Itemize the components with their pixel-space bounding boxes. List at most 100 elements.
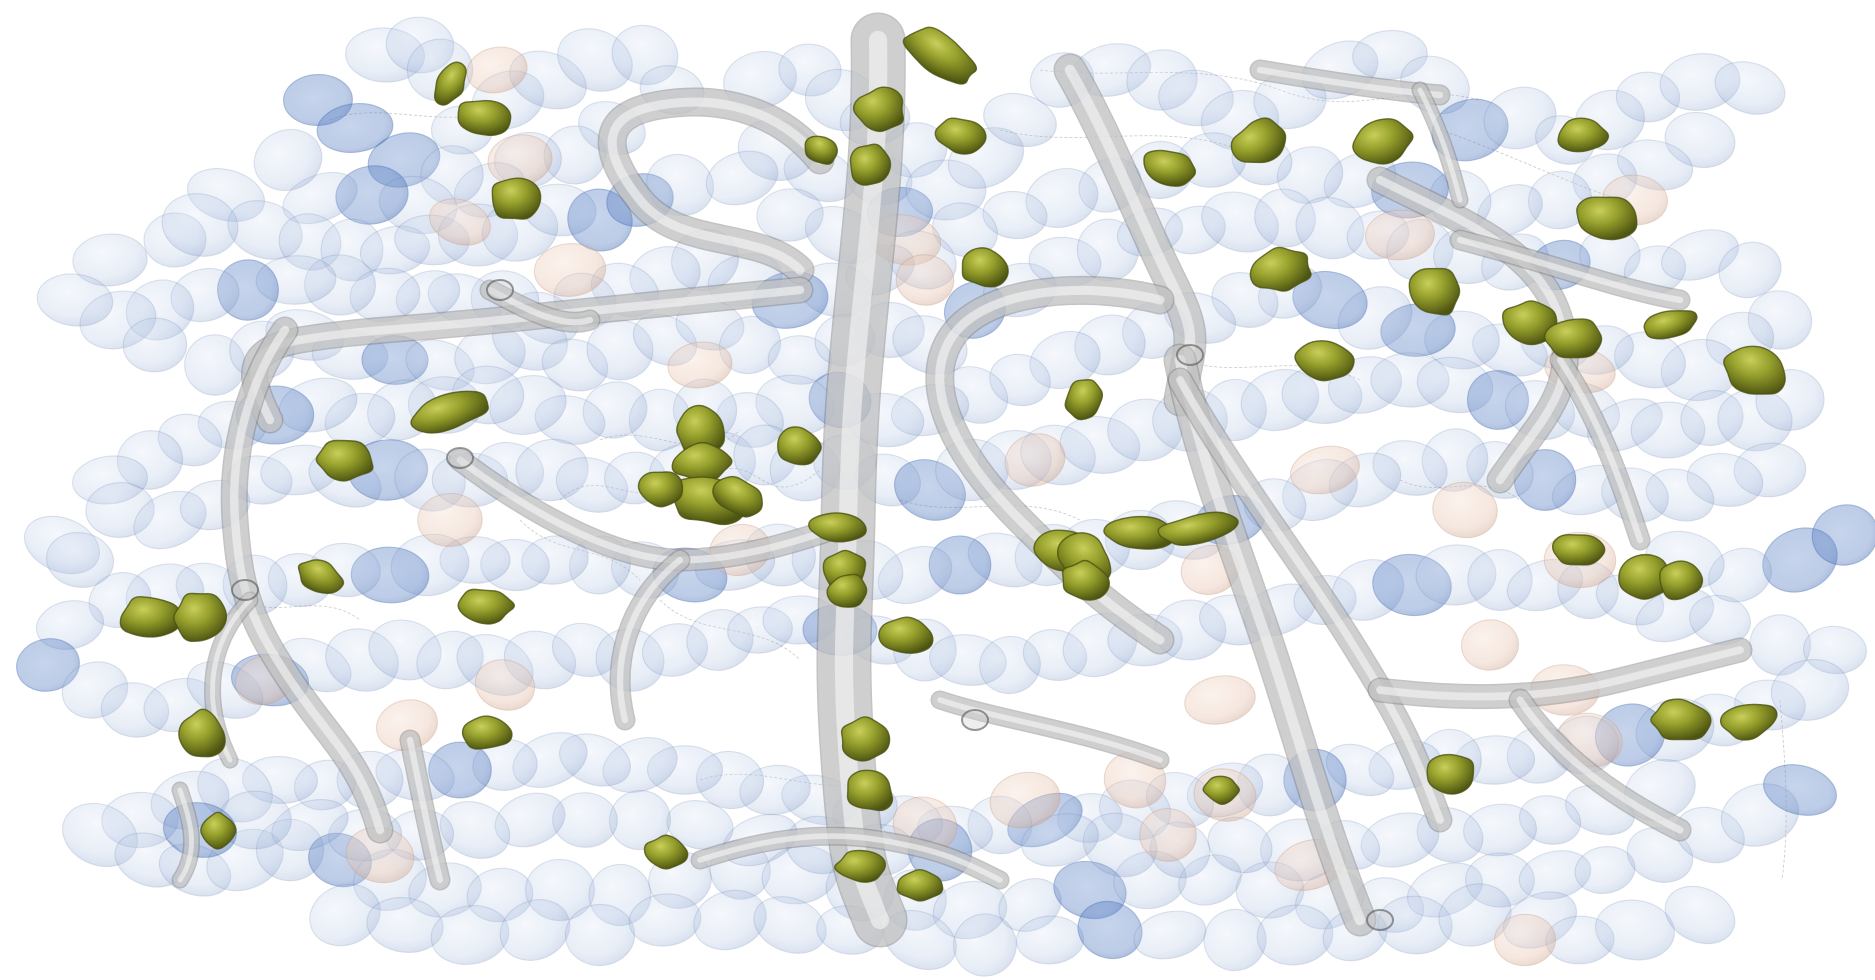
green-bodies-layer [119, 26, 1786, 902]
blue-spheroid [45, 532, 115, 588]
green-body [804, 135, 838, 165]
green-body [1143, 149, 1197, 187]
peach-spheroid [1494, 913, 1556, 967]
peach-spheroid [989, 771, 1061, 829]
blue-spheroid [499, 899, 571, 961]
vessel [1367, 637, 1753, 710]
green-body [961, 247, 1009, 288]
peach-spheroid [429, 198, 491, 246]
blue-spheroid [1133, 910, 1207, 960]
green-body [1352, 118, 1414, 165]
vessel [1163, 343, 1377, 937]
vessel [609, 549, 691, 731]
peach-spheroid [466, 46, 528, 94]
green-body [1719, 703, 1778, 741]
blue-spheroid [983, 93, 1057, 147]
vessel [930, 690, 1170, 770]
blue-spheroid [1664, 885, 1736, 945]
green-body [1103, 515, 1175, 550]
vessel-opening [231, 579, 259, 601]
green-body [834, 849, 887, 883]
peach-spheroid [667, 341, 733, 389]
green-body [902, 26, 978, 85]
blue-spheroid [1207, 816, 1273, 874]
blue-spheroid [309, 883, 381, 947]
green-body [1064, 379, 1104, 421]
blue-spheroid [932, 202, 998, 258]
green-body [1643, 310, 1698, 340]
cells-layer [16, 16, 1875, 977]
green-body [637, 471, 684, 508]
fiber [329, 109, 501, 121]
blue-spheroid [36, 273, 114, 327]
peach-spheroid [533, 243, 607, 297]
green-body [1249, 246, 1312, 292]
peach-spheroid [1461, 619, 1519, 671]
peach-spheroid [1432, 481, 1498, 539]
green-body [846, 769, 894, 812]
vessel-opening [1366, 909, 1394, 931]
green-body [1202, 775, 1241, 805]
green-body [119, 596, 182, 638]
green-body [1659, 560, 1704, 601]
green-body [457, 588, 515, 625]
peach-spheroid [1004, 433, 1066, 487]
vessel [690, 826, 1010, 890]
blue-spheroid [72, 233, 148, 287]
green-body [1723, 345, 1786, 395]
blue-spheroid [1811, 504, 1875, 566]
green-body [934, 117, 987, 155]
vessel [597, 87, 835, 285]
vessel [1167, 367, 1453, 833]
green-body [410, 390, 489, 434]
green-body [1426, 753, 1475, 795]
green-body [173, 592, 228, 643]
fiber [519, 519, 641, 581]
vessels-layer [171, 12, 1753, 948]
blue-spheroid [1438, 883, 1512, 947]
vessel [399, 729, 451, 891]
blue-spheroid [1718, 241, 1782, 299]
blue-spheroid [1708, 547, 1772, 603]
green-body [840, 716, 891, 762]
blue-spheroid [1661, 229, 1739, 281]
green-body [1061, 559, 1111, 601]
vessel [1411, 81, 1469, 209]
green-body [1294, 340, 1355, 382]
green-body [297, 559, 345, 595]
blue-spheroid [16, 638, 80, 692]
vessel [479, 279, 601, 333]
green-body [178, 708, 226, 758]
blue-spheroid [35, 600, 105, 650]
green-body [433, 61, 467, 106]
blue-spheroid [1714, 61, 1786, 115]
green-body [1230, 117, 1287, 164]
green-body [777, 426, 822, 466]
peach-spheroid [1290, 445, 1360, 495]
blue-spheroid [1595, 899, 1675, 961]
blue-spheroid [253, 129, 323, 191]
green-body [896, 869, 944, 902]
fiber [1179, 359, 1361, 381]
blue-spheroid [705, 150, 779, 206]
green-body [1557, 117, 1610, 153]
vessel [1549, 349, 1651, 551]
green-body [457, 99, 512, 137]
green-body [878, 616, 934, 654]
peach-spheroid [417, 493, 483, 547]
vessel [171, 781, 201, 889]
green-body [1157, 511, 1239, 547]
peach-spheroid [1139, 808, 1197, 862]
blue-spheroid [1763, 764, 1837, 816]
vessel [1366, 166, 1579, 494]
green-body [808, 512, 867, 543]
blue-spheroid [316, 103, 394, 153]
green-body [1576, 196, 1638, 241]
green-body [315, 439, 374, 482]
blue-spheroid [1770, 659, 1850, 721]
blue-spheroid [161, 193, 239, 257]
vessel-opening [1176, 344, 1204, 366]
green-body [643, 834, 689, 870]
